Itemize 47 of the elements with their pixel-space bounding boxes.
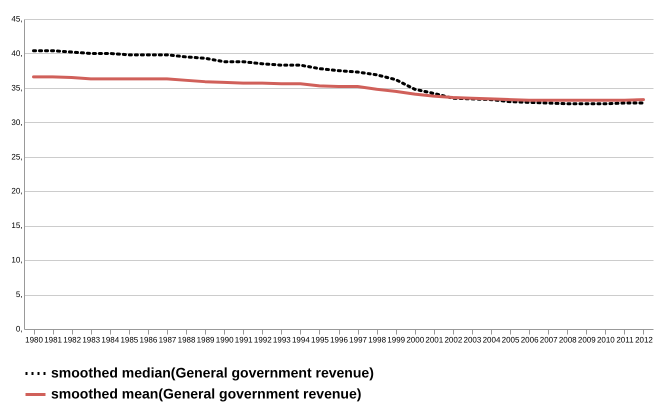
x-tick-label: 1992 — [254, 336, 272, 344]
x-tick-label: 2011 — [616, 336, 634, 344]
y-tick-label: 10, — [11, 256, 22, 265]
x-tick-label: 2006 — [520, 336, 540, 344]
x-tick-label: 1986 — [139, 336, 158, 344]
legend-label: smoothed mean(General government revenue) — [51, 386, 362, 402]
x-tick-label: 1987 — [158, 336, 177, 344]
y-tick-label: 15, — [11, 221, 22, 230]
x-tick-label: 2007 — [540, 336, 558, 344]
y-tick-label: 25, — [11, 152, 22, 162]
x-tick-label: 2003 — [464, 336, 482, 344]
legend-label: smoothed median(General government revenue) — [51, 364, 374, 380]
x-tick-label: 1990 — [216, 336, 234, 344]
x-tick-label: 1999 — [387, 336, 406, 344]
y-tick-label: 30, — [11, 118, 22, 127]
x-tick-label: 1994 — [292, 336, 310, 344]
x-tick-label: 1998 — [368, 336, 387, 344]
y-tick-label: 20, — [11, 186, 22, 196]
x-tick-label: 1993 — [272, 336, 292, 344]
line-series — [32, 49, 645, 106]
x-tick-label: 2012 — [635, 336, 654, 344]
y-tick-label: 35, — [11, 83, 22, 92]
x-tick-label: 1989 — [196, 336, 216, 344]
x-tick-label: 2008 — [558, 336, 578, 344]
x-tick-label: 1984 — [101, 336, 120, 344]
y-tick-label: 5, — [16, 290, 22, 300]
y-tick-label: 40, — [11, 48, 22, 58]
x-tick-label: 2010 — [596, 336, 616, 344]
x-tick-label: 2005 — [502, 336, 520, 344]
x-tick-label: 1988 — [178, 336, 196, 344]
x-tick-label: 1995 — [311, 336, 330, 344]
x-tick-label: 1982 — [63, 336, 82, 344]
x-tick-label: 1991 — [234, 336, 254, 344]
x-tick-label: 2009 — [578, 336, 596, 344]
x-tick-label: 1996 — [330, 336, 348, 344]
x-tick-label: 2001 — [425, 336, 444, 344]
x-tick-label: 2002 — [444, 336, 463, 344]
line-series — [32, 75, 645, 102]
x-tick-label: 2004 — [482, 336, 501, 344]
x-tick-label: 1997 — [349, 336, 368, 344]
x-tick-label: 2000 — [406, 336, 425, 344]
x-tick-label: 1981 — [44, 336, 63, 344]
y-tick-label: 45, — [11, 14, 22, 24]
x-tick-label: 1980 — [25, 336, 44, 344]
x-tick-label: 1985 — [120, 336, 139, 344]
x-tick-label: 1983 — [82, 336, 101, 344]
y-tick-label: 0, — [16, 324, 22, 334]
